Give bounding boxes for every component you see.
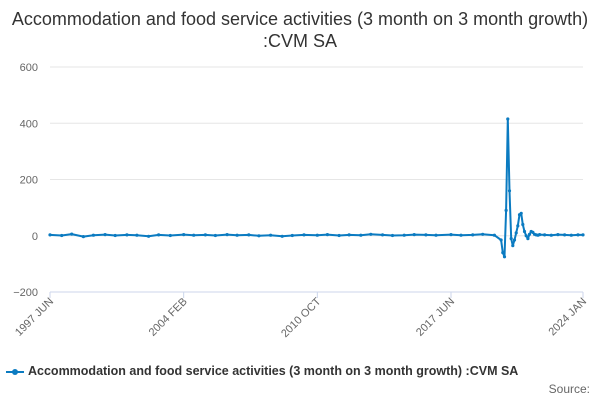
y-tick-label: 400: [20, 118, 38, 130]
data-point[interactable]: [516, 224, 520, 228]
data-point[interactable]: [524, 234, 528, 238]
data-point[interactable]: [521, 222, 525, 227]
x-axis: 1997 JUN 2004 FEB 2010 OCT 2017 JUN 2024 JAN: [13, 291, 589, 340]
data-point[interactable]: [60, 233, 64, 238]
data-point[interactable]: [182, 233, 186, 237]
data-point[interactable]: [359, 233, 363, 237]
data-point[interactable]: [507, 189, 512, 193]
data-point[interactable]: [549, 233, 553, 237]
data-point[interactable]: [325, 233, 329, 237]
y-tick-label: −200: [13, 287, 38, 299]
data-point[interactable]: [499, 238, 503, 242]
x-tick-label: 2004 FEB: [147, 296, 190, 339]
x-tick-label: 2024 JAN: [546, 296, 589, 339]
x-tick-label: 2017 JUN: [414, 296, 457, 339]
data-point[interactable]: [247, 233, 251, 237]
data-point[interactable]: [347, 233, 351, 237]
data-point[interactable]: [113, 233, 117, 238]
data-point[interactable]: [70, 232, 74, 236]
data-point[interactable]: [569, 233, 573, 237]
x-tick-label: 2010 OCT: [279, 295, 324, 340]
data-point[interactable]: [302, 233, 306, 237]
data-point[interactable]: [257, 234, 261, 238]
data-point[interactable]: [424, 233, 428, 237]
data-point[interactable]: [501, 251, 505, 255]
data-point[interactable]: [556, 233, 560, 237]
data-point[interactable]: [203, 233, 207, 237]
data-point[interactable]: [526, 237, 530, 241]
data-point[interactable]: [527, 232, 532, 236]
source-label: Source:: [548, 382, 590, 396]
data-point[interactable]: [481, 232, 485, 236]
data-point[interactable]: [269, 233, 273, 237]
data-point[interactable]: [315, 233, 319, 237]
data-point[interactable]: [511, 244, 515, 248]
data-point[interactable]: [506, 117, 510, 121]
y-tick-label: 200: [20, 175, 38, 187]
data-point[interactable]: [459, 233, 463, 237]
data-point[interactable]: [492, 233, 496, 237]
data-point[interactable]: [502, 255, 507, 259]
data-point[interactable]: [157, 233, 161, 237]
y-tick-label: 600: [20, 62, 38, 74]
data-point[interactable]: [192, 233, 196, 237]
data-point[interactable]: [103, 233, 107, 237]
data-point[interactable]: [522, 229, 527, 234]
data-point[interactable]: [225, 233, 229, 237]
y-axis-tick-labels: 600 400 200 0 −200: [13, 62, 38, 299]
y-tick-label: 0: [32, 231, 38, 243]
data-point[interactable]: [581, 233, 585, 237]
data-point[interactable]: [512, 238, 517, 242]
data-point[interactable]: [449, 233, 453, 237]
data-point[interactable]: [576, 233, 580, 237]
x-tick-label: 1997 JUN: [13, 296, 56, 339]
data-point[interactable]: [471, 233, 475, 237]
data-point[interactable]: [543, 233, 547, 237]
data-point[interactable]: [81, 235, 85, 239]
data-point[interactable]: [280, 234, 284, 238]
data-point[interactable]: [563, 233, 567, 237]
data-point[interactable]: [135, 233, 139, 237]
legend-line-marker-icon: [6, 367, 24, 377]
data-point[interactable]: [538, 233, 542, 237]
gridlines: [50, 66, 583, 293]
data-point[interactable]: [48, 233, 52, 237]
legend[interactable]: Accommodation and food service activitie…: [6, 364, 600, 378]
data-point[interactable]: [402, 233, 406, 237]
data-point[interactable]: [168, 233, 172, 238]
data-point[interactable]: [91, 233, 95, 237]
data-point[interactable]: [434, 233, 438, 237]
data-point[interactable]: [213, 233, 217, 238]
chart-title: Accommodation and food service activitie…: [11, 9, 589, 51]
data-point[interactable]: [390, 233, 395, 238]
data-point[interactable]: [235, 233, 239, 237]
data-point[interactable]: [125, 233, 129, 237]
series-layer: [48, 117, 585, 259]
data-point[interactable]: [369, 232, 373, 236]
data-point[interactable]: [509, 237, 513, 241]
data-point[interactable]: [290, 233, 294, 238]
data-point[interactable]: [519, 211, 523, 215]
data-point[interactable]: [514, 231, 518, 235]
data-point[interactable]: [412, 233, 416, 237]
data-point[interactable]: [380, 233, 385, 237]
data-point[interactable]: [337, 233, 341, 238]
data-point[interactable]: [504, 208, 508, 212]
data-point[interactable]: [147, 234, 151, 238]
legend-label: Accommodation and food service activitie…: [28, 364, 519, 378]
